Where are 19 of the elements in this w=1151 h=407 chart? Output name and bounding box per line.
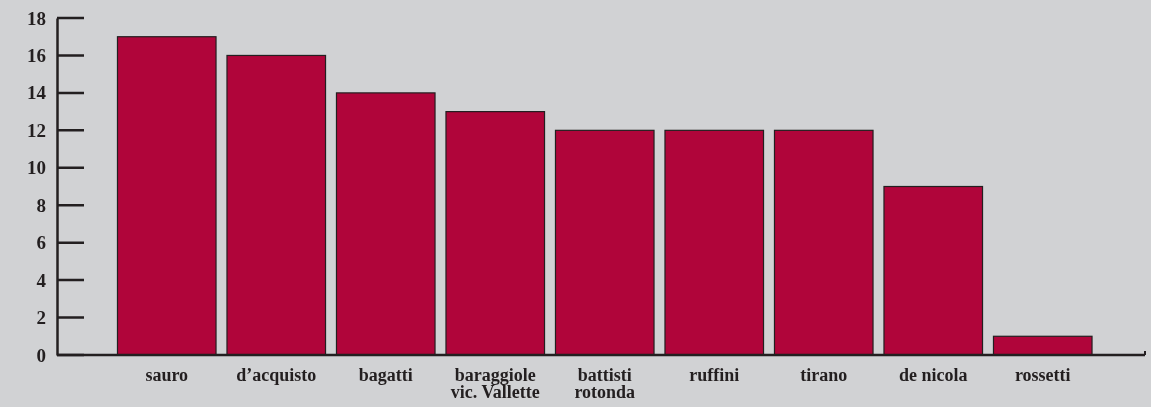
x-tick-label: tirano <box>800 365 848 385</box>
y-tick-label: 12 <box>27 119 46 141</box>
y-tick-label: 18 <box>27 7 46 29</box>
y-tick-label: 6 <box>36 232 46 254</box>
y-tick-label: 8 <box>36 194 46 216</box>
x-tick-label: ruffini <box>689 365 740 385</box>
x-tick-label: baraggiole vic. Vallette <box>450 365 540 402</box>
x-tick-label: d’acquisto <box>236 365 317 385</box>
y-tick-label: 4 <box>36 269 47 291</box>
x-tick-label: rossetti <box>1014 365 1071 385</box>
x-tick-label: battisti rotonda <box>574 365 636 402</box>
y-tick-label: 16 <box>27 45 46 67</box>
x-tick-label: bagatti <box>358 365 413 385</box>
x-tick-label: de nicola <box>898 365 968 385</box>
x-tick-label: sauro <box>145 365 189 385</box>
y-tick-label: 14 <box>27 82 47 104</box>
y-tick-label: 0 <box>36 344 46 366</box>
y-tick-label: 2 <box>36 307 46 329</box>
y-tick-label: 10 <box>27 157 46 179</box>
